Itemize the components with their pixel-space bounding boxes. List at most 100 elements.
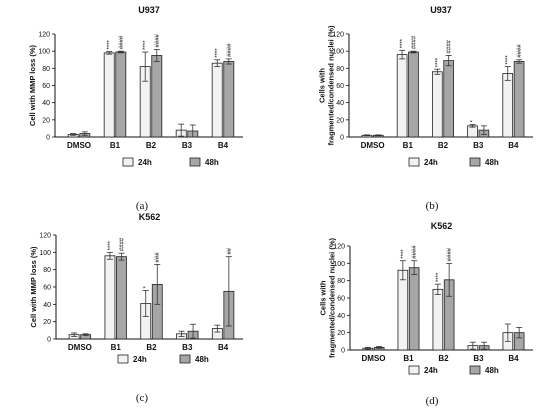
chart-1-x-tick-label: DMSO	[67, 141, 91, 150]
chart-4-y-axis-label: fragmented/condensed nuclei (%)	[328, 237, 337, 358]
chart-4-y-tick-label: 120	[333, 244, 345, 251]
chart-1-bar-48h-B1	[115, 51, 127, 138]
chart-2-legend-label: 24h	[424, 158, 438, 167]
chart-1-significance-label: ####	[119, 35, 125, 49]
chart-3-x-tick-label: B4	[218, 343, 229, 352]
chart-3-y-tick-label: 0	[47, 337, 51, 344]
chart-1-bar-48h-B2	[151, 55, 163, 138]
chart-4-x-tick-label: B1	[403, 354, 414, 363]
chart-4-panel-label: (d)	[426, 395, 439, 407]
chart-3-significance-label: ###	[155, 252, 161, 263]
chart-3-significance-label: ****	[108, 240, 114, 250]
chart-2-significance-label: ####	[517, 44, 523, 58]
chart-3-significance-label: ####	[119, 237, 125, 251]
chart-3-y-tick-label: 100	[39, 250, 51, 257]
chart-2-significance-label: ****	[400, 38, 406, 48]
chart-1-legend-swatch-48h	[189, 157, 201, 167]
chart-3-significance-label: *	[144, 285, 150, 288]
chart-4-y-tick-label: 40	[337, 313, 345, 320]
chart-2-y-tick-label: 20	[336, 117, 344, 124]
chart-4-y-tick-label: 0	[341, 348, 345, 355]
chart-1-legend-label: 48h	[205, 158, 219, 167]
chart-4-significance-label: ####	[412, 245, 418, 259]
chart-4-x-tick-label: DMSO	[362, 354, 386, 363]
chart-1-title: U937	[138, 5, 160, 15]
chart-2-legend-swatch-48h	[469, 157, 481, 167]
chart-2-x-tick-label: B4	[508, 141, 519, 150]
chart-2-y-tick-label: 60	[336, 83, 344, 90]
chart-1-y-tick-label: 60	[42, 83, 50, 90]
chart-4-legend-label: 48h	[485, 366, 499, 375]
chart-1-legend-swatch-24h	[122, 157, 134, 167]
chart-3-legend-label: 48h	[195, 355, 209, 364]
chart-4-x-tick-label: B4	[508, 354, 519, 363]
chart-1-x-tick-label: B1	[110, 141, 121, 150]
chart-2-bar-48h-B4	[513, 61, 525, 138]
chart-1-x-tick-label: B3	[182, 141, 193, 150]
chart-3-y-tick-label: 120	[39, 233, 51, 240]
chart-1-y-tick-label: 100	[38, 49, 50, 56]
chart-4-y-tick-label: 80	[337, 278, 345, 285]
chart-2-significance-label: *	[471, 120, 477, 123]
chart-1-significance-label: ####	[227, 43, 233, 57]
chart-2-y-tick-label: 120	[332, 32, 344, 39]
chart-3-significance-label: ##	[227, 247, 233, 254]
chart-4-title: K562	[431, 221, 453, 231]
chart-1-significance-label: ####	[155, 33, 161, 47]
chart-2-significance-label: ****	[435, 57, 441, 67]
chart-1-y-axis-label: Cell with MMP loss (%)	[28, 44, 37, 126]
chart-1-significance-label: ****	[215, 48, 221, 58]
chart-1-x-tick-label: B4	[218, 141, 229, 150]
chart-1-bar-24h-B1	[103, 52, 115, 138]
chart-1-y-tick-label: 40	[42, 100, 50, 107]
chart-1-y-tick-label: 20	[42, 117, 50, 124]
chart-4-significance-label: ****	[436, 272, 442, 282]
chart-2-bar-24h-B4	[502, 73, 514, 138]
chart-3-y-tick-label: 20	[43, 319, 51, 326]
chart-2-panel-label: (b)	[426, 200, 439, 212]
chart-2-significance-label: ####	[411, 35, 417, 49]
chart-4-y-axis-label: Cells with	[319, 280, 328, 315]
chart-4-legend-label: 24h	[424, 366, 438, 375]
chart-4-x-tick-label: B2	[438, 354, 449, 363]
chart-3-y-tick-label: 40	[43, 302, 51, 309]
chart-2-y-tick-label: 100	[332, 49, 344, 56]
chart-1-y-tick-label: 120	[38, 32, 50, 39]
chart-4-x-tick-label: B3	[473, 354, 484, 363]
chart-1-bar-24h-B4	[211, 62, 223, 138]
chart-1-y-tick-label: 0	[46, 135, 50, 142]
chart-4-y-tick-label: 20	[337, 330, 345, 337]
chart-2-bar-48h-B1	[408, 51, 419, 138]
chart-3-y-tick-label: 60	[43, 285, 51, 292]
chart-2-x-tick-label: B3	[473, 141, 484, 150]
chart-2-y-axis-label: fragmented/condensed nuclei (%)	[327, 25, 336, 146]
chart-3-legend-swatch-48h	[179, 354, 191, 364]
chart-4-y-tick-label: 100	[333, 261, 345, 268]
chart-4-y-tick-label: 60	[337, 296, 345, 303]
chart-1-significance-label: ****	[107, 40, 113, 50]
chart-2-legend-label: 48h	[485, 158, 499, 167]
chart-1-x-tick-label: B2	[146, 141, 157, 150]
chart-3-x-tick-label: B3	[182, 343, 193, 352]
chart-2-x-tick-label: B2	[438, 141, 449, 150]
chart-3-panel-label: (c)	[136, 392, 149, 404]
chart-3-title: K562	[139, 212, 161, 222]
chart-1-panel-label: (a)	[136, 200, 149, 212]
chart-2-significance-label: ****	[506, 55, 512, 65]
chart-2-y-axis-label: Cells with	[318, 68, 327, 103]
chart-3-legend-swatch-24h	[117, 354, 129, 364]
chart-2-legend-swatch-24h	[408, 157, 420, 167]
chart-2-bar-24h-B2	[431, 71, 443, 138]
chart-2-bar-24h-B1	[396, 54, 408, 138]
chart-2-title: U937	[430, 5, 452, 15]
chart-2-y-tick-label: 0	[340, 135, 344, 142]
chart-2-significance-label: ####	[447, 39, 453, 53]
chart-1-y-tick-label: 80	[42, 66, 50, 73]
chart-4-legend-swatch-48h	[469, 365, 481, 375]
chart-1-significance-label: ****	[143, 40, 149, 50]
chart-1-legend-label: 24h	[138, 158, 152, 167]
chart-4-significance-label: ####	[447, 247, 453, 261]
chart-4-legend-swatch-24h	[408, 365, 420, 375]
chart-3-x-tick-label: B2	[146, 343, 157, 352]
chart-4-bar-48h-B1	[408, 267, 420, 351]
